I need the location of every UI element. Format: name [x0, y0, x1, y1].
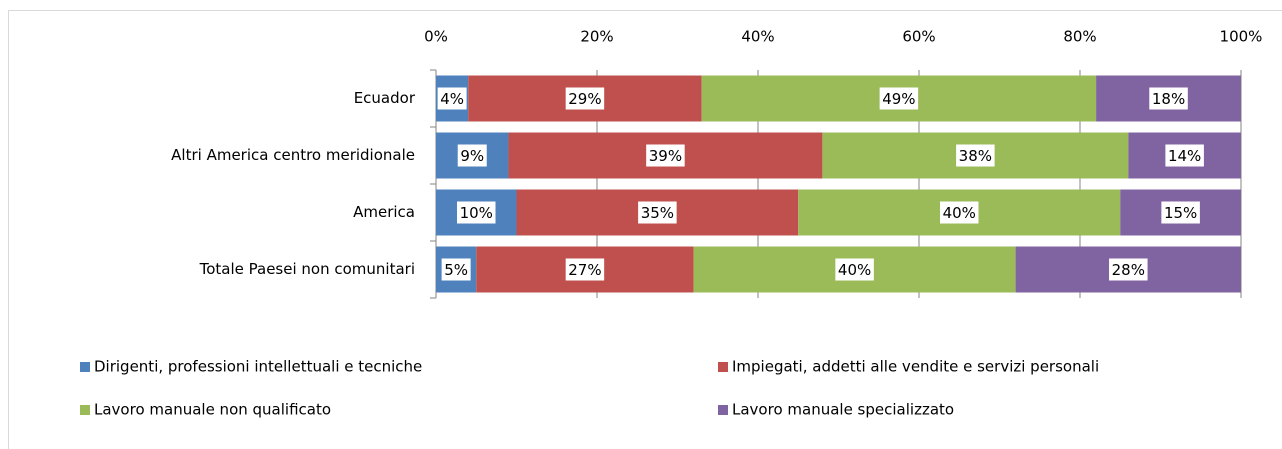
legend-label: Lavoro manuale non qualificato [94, 401, 331, 419]
data-label: 10% [460, 204, 493, 222]
y-tick-label: America [353, 203, 415, 221]
data-label: 18% [1152, 90, 1185, 108]
data-label: 15% [1164, 204, 1197, 222]
legend-swatch [80, 362, 90, 372]
data-label: 4% [440, 90, 464, 108]
data-label-box [1165, 144, 1204, 167]
data-label: 28% [1112, 261, 1145, 279]
data-label: 39% [649, 147, 682, 165]
data-label-box [1149, 87, 1188, 110]
x-tick-label: 100% [1220, 28, 1263, 46]
data-label: 29% [568, 90, 601, 108]
data-label-box [457, 201, 496, 224]
data-label-box [956, 144, 995, 167]
data-label-box [638, 201, 677, 224]
data-label: 49% [882, 90, 915, 108]
legend-label: Impiegati, addetti alle vendite e serviz… [732, 358, 1099, 376]
data-label-box [437, 87, 467, 110]
data-label: 38% [959, 147, 992, 165]
y-tick-label: Altri America centro meridionale [171, 146, 415, 164]
data-label-box [565, 87, 605, 110]
legend-swatch [80, 405, 90, 415]
legend-label: Dirigenti, professioni intellettuali e t… [94, 358, 422, 376]
data-label-box [457, 144, 487, 167]
data-label-box [879, 87, 919, 110]
legend-swatch [718, 362, 728, 372]
x-tick-label: 80% [1063, 28, 1096, 46]
y-tick-label: Ecuador [354, 89, 416, 107]
data-label-box [441, 258, 471, 281]
x-tick-label: 40% [741, 28, 774, 46]
x-tick-label: 0% [424, 28, 448, 46]
data-label-box [646, 144, 685, 167]
y-tick-label: Totale Paesei non comunitari [199, 260, 415, 278]
data-label: 9% [460, 147, 484, 165]
data-label-box [940, 201, 979, 224]
data-label: 5% [444, 261, 468, 279]
data-label: 35% [641, 204, 674, 222]
data-label: 14% [1168, 147, 1201, 165]
chart-border [8, 10, 1282, 449]
legend-label: Lavoro manuale specializzato [732, 401, 954, 419]
data-label-box [835, 258, 874, 281]
data-label: 40% [943, 204, 976, 222]
legend-swatch [718, 405, 728, 415]
data-label: 40% [838, 261, 871, 279]
data-label: 27% [568, 261, 601, 279]
data-label-box [1161, 201, 1200, 224]
data-label-box [1109, 258, 1148, 281]
x-tick-label: 60% [902, 28, 935, 46]
data-label-box [565, 258, 605, 281]
x-tick-label: 20% [580, 28, 613, 46]
